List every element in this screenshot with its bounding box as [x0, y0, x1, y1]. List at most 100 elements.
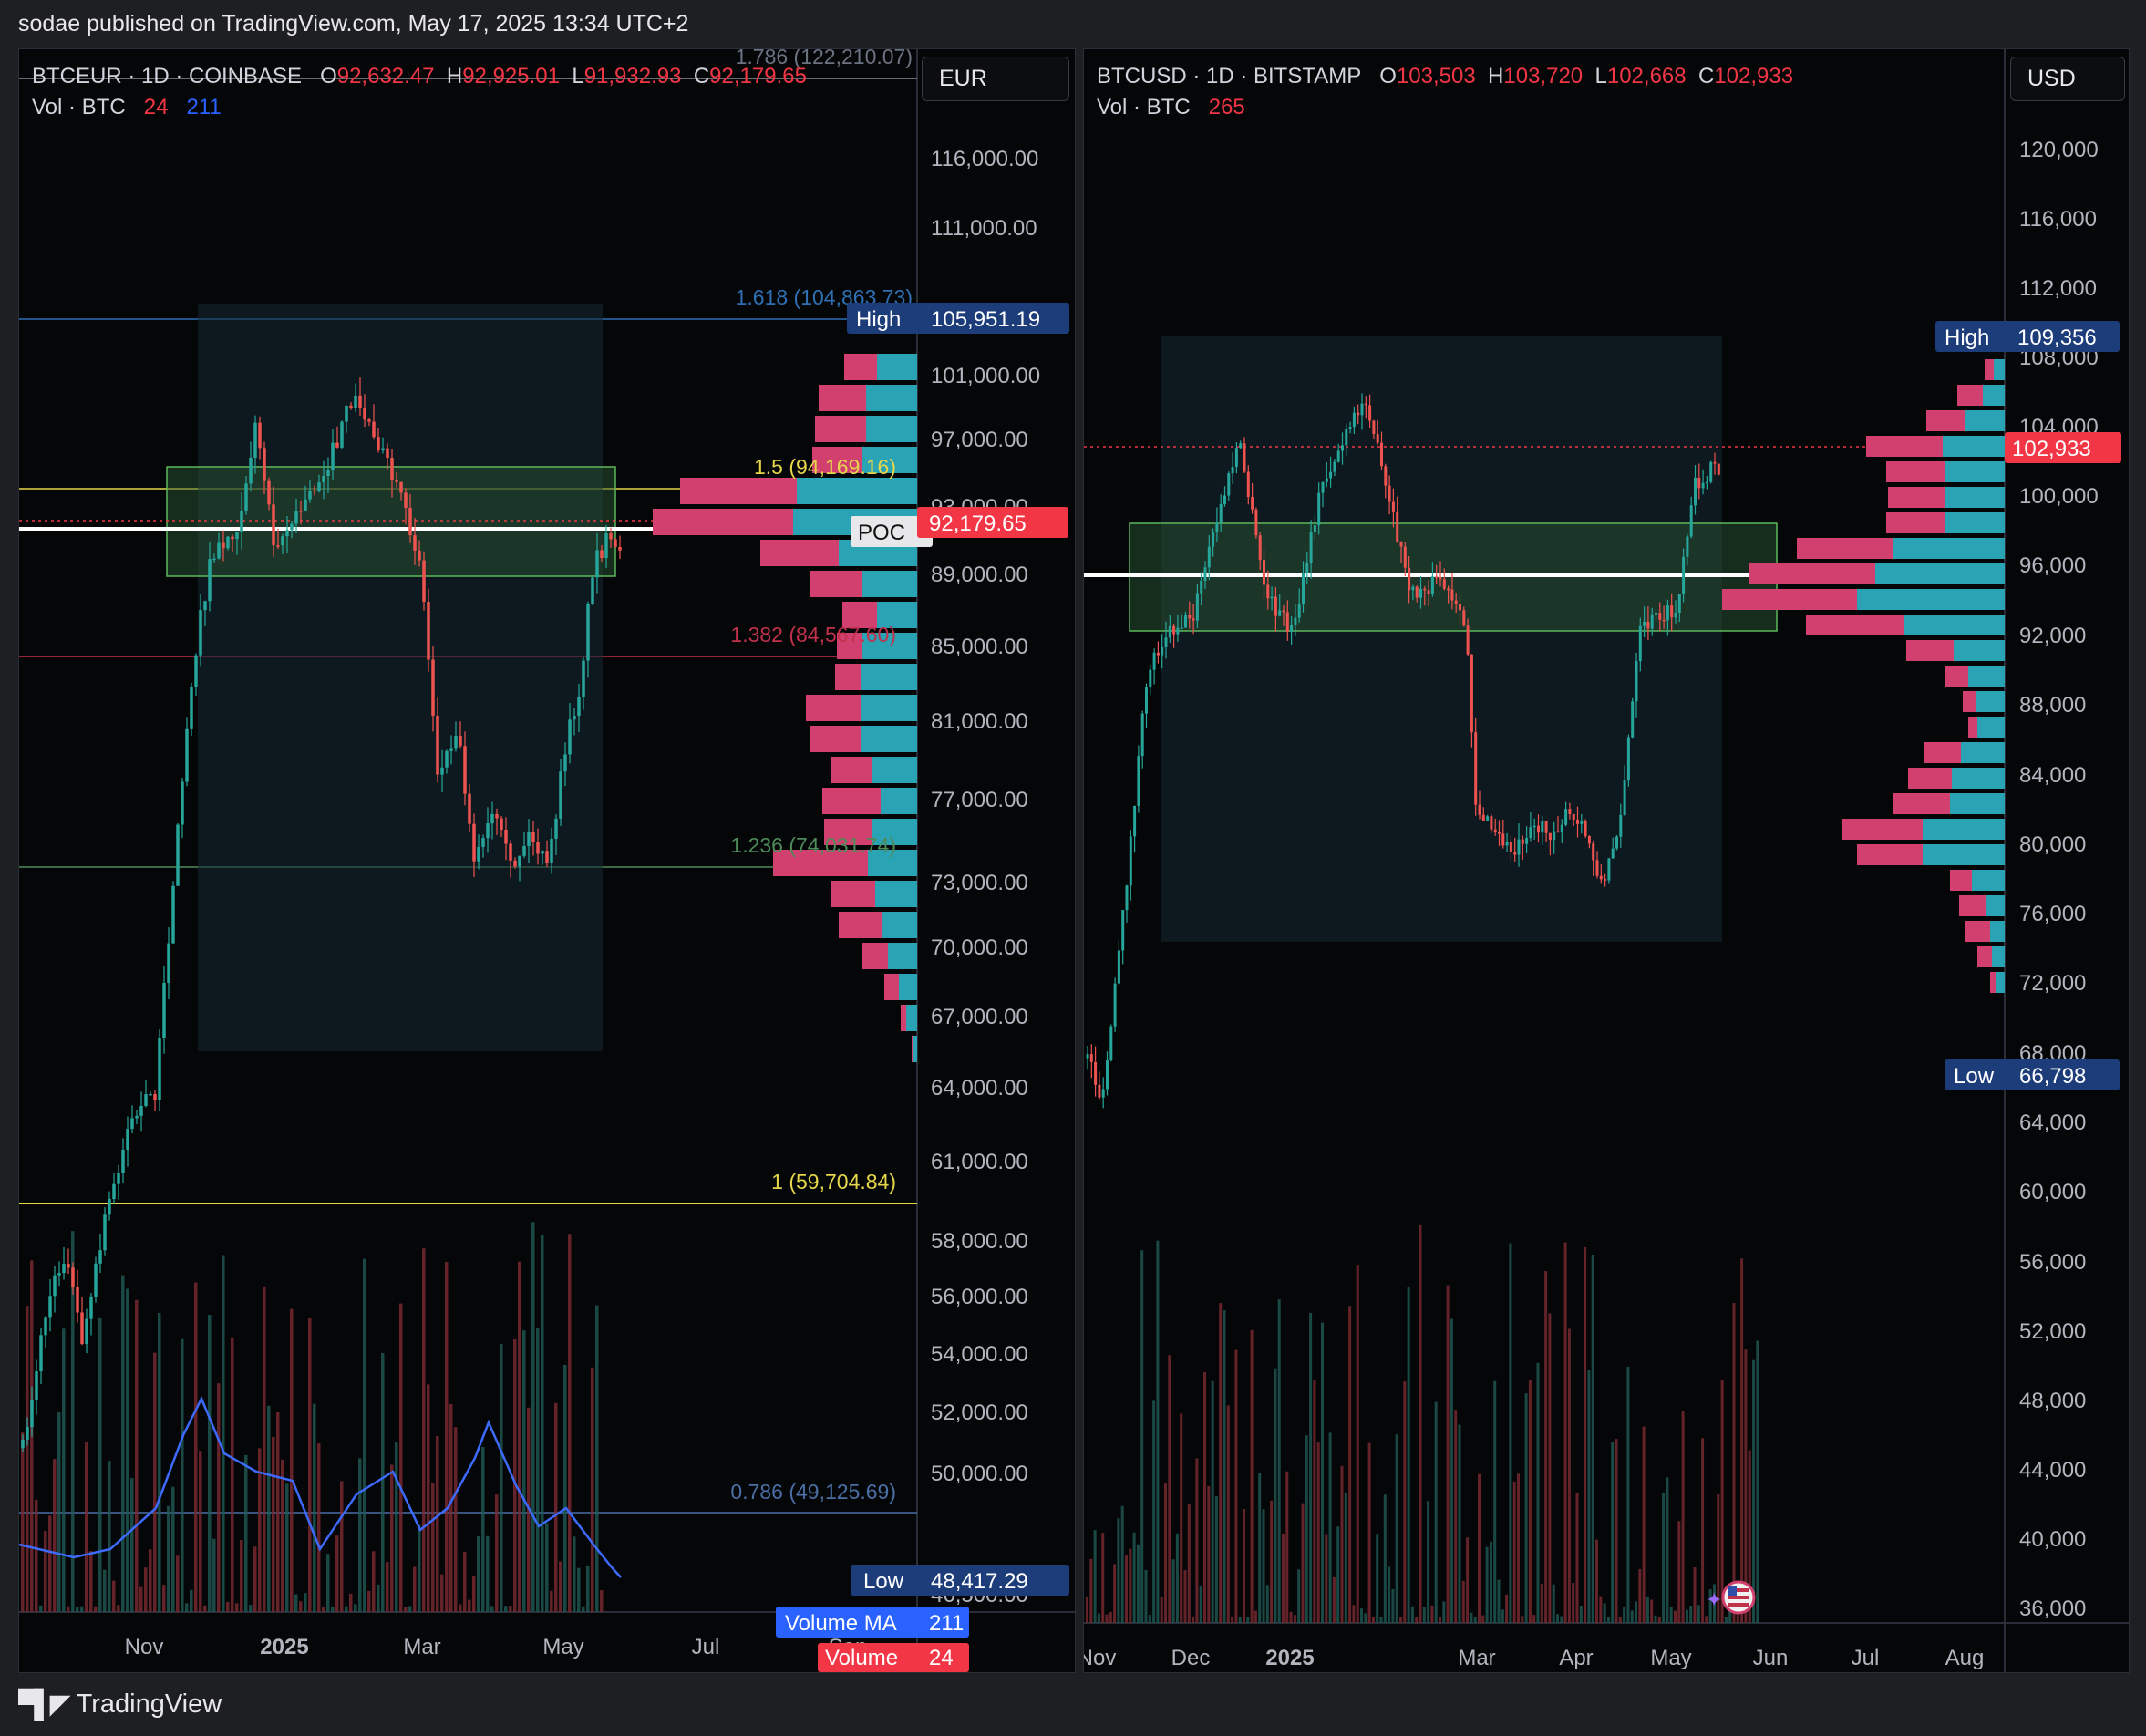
volume-bar [1415, 1617, 1419, 1623]
btceur-chart-canvas[interactable]: 1.786 (122,210.07) 1.618 (104,863.73) 1.… [19, 49, 1075, 1672]
volume-bar [203, 1605, 207, 1612]
volume-bar [80, 1606, 84, 1612]
volume-bar [39, 1605, 43, 1612]
volume-bar [413, 1566, 417, 1612]
volume-bar [1454, 1410, 1458, 1623]
symbol-legend[interactable]: BTCEUR · 1D · COINBASE O92,632.47 H92,92… [32, 64, 807, 89]
currency-button[interactable]: EUR [922, 57, 1069, 101]
volume-bar [1183, 1570, 1187, 1623]
candle-body [290, 523, 294, 531]
candle-body [1149, 669, 1152, 688]
candle-body [1697, 477, 1701, 489]
volume-bar [1630, 1610, 1634, 1623]
volume-bar [377, 1584, 380, 1612]
candle-body [39, 1335, 43, 1372]
us-flag-icon[interactable]: ✦ [1706, 1580, 1756, 1615]
candle-body [117, 1173, 120, 1184]
profile-bar-up [882, 912, 917, 938]
candle-body [1662, 619, 1666, 622]
price-axis[interactable]: 116,000.00 111,000.00 101,000.00 97,000.00 9… [931, 147, 1040, 1607]
volume-legend[interactable]: Vol · BTC 24 211 [32, 95, 222, 120]
profile-bar-up [877, 602, 917, 628]
profile-bar-up [861, 726, 917, 752]
price-tick-label: 80,000 [2019, 832, 2086, 857]
candle-body [1285, 612, 1289, 633]
profile-bar-down [912, 1036, 913, 1062]
last-price-value: 102,933 [2012, 437, 2091, 461]
symbol-name[interactable]: BTCUSD · 1D · BITSTAMP [1097, 64, 1362, 88]
volume-bar [1180, 1413, 1183, 1623]
profile-bar-up [1990, 921, 2005, 942]
volume-bar [1140, 1250, 1144, 1623]
candle-body [1164, 637, 1168, 647]
volume-bar [504, 1606, 508, 1612]
high-label-value: 105,951.19 [931, 307, 1040, 332]
candle-body [550, 838, 553, 863]
profile-bar-down [862, 943, 888, 969]
profile-bar-up [1945, 512, 2005, 533]
candle-body [1243, 443, 1246, 472]
candle-body [1234, 448, 1238, 467]
volume-bar [1316, 1442, 1320, 1623]
volume-bar [89, 1551, 93, 1612]
candle-body [1572, 813, 1575, 820]
candle-body [577, 697, 581, 717]
price-axis[interactable]: 120,000116,000112,000108,000104,000100,0… [2019, 138, 2099, 1621]
candle-body [459, 736, 462, 747]
fib-1236-label: 1.236 (74,031.74) [730, 833, 896, 857]
candle-body [249, 458, 253, 484]
volume-bar [1376, 1534, 1379, 1623]
volume-bar [1120, 1505, 1124, 1623]
time-tick-label: Mar [1458, 1646, 1495, 1670]
volume-bar [1681, 1410, 1685, 1623]
volume-bar [158, 1312, 161, 1612]
volume-bar [1544, 1271, 1548, 1623]
price-tick-label: 96,000 [2019, 553, 2086, 578]
candle-body [98, 1250, 102, 1264]
time-axis[interactable]: Nov Dec 2025 Mar Apr May Jun Jul Aug [1084, 1646, 1984, 1670]
volume-bar [121, 1275, 125, 1612]
candle-body [481, 838, 485, 847]
volume-bar [249, 1605, 253, 1612]
volume-bar [244, 1454, 248, 1612]
footer-branding[interactable]: ▀▌◤ TradingView [18, 1689, 222, 1720]
profile-bar-up [1945, 487, 2005, 508]
price-tick-label: 81,000.00 [931, 709, 1028, 734]
last-price-label: 102,933 [2005, 432, 2121, 463]
volume-bar [509, 1606, 512, 1612]
volume-bar [144, 1567, 148, 1612]
volume-bar [62, 1328, 66, 1612]
candle-body [1513, 852, 1517, 855]
volume-bar [1560, 1616, 1563, 1623]
candle-body [1251, 497, 1254, 510]
volume-bar [1434, 1401, 1438, 1623]
candle-body [253, 422, 257, 459]
volume-legend[interactable]: Vol · BTC 265 [1097, 95, 1245, 120]
btcusd-chart-pane[interactable]: 120,000 116,000 112,000 108,000 104,000 100,0… [1083, 48, 2130, 1673]
profile-bar-up [1857, 589, 2005, 610]
volume-profile [653, 354, 917, 1062]
volume-bar [1129, 1548, 1132, 1623]
ohlc-c-label: C [693, 64, 710, 88]
candle-body [208, 559, 212, 602]
volume-bar [1626, 1366, 1630, 1623]
btcusd-chart-canvas[interactable]: 120,000116,000112,000108,000104,000100,0… [1084, 49, 2129, 1672]
candle-body [267, 480, 271, 505]
time-axis[interactable]: Nov2025MarMayJulSep [125, 1635, 868, 1659]
volume-bar [363, 1258, 366, 1612]
volume-bar [149, 1549, 152, 1612]
candle-body [1556, 831, 1560, 833]
volume-bar [1132, 1532, 1136, 1623]
candle-body [1595, 860, 1599, 876]
symbol-legend[interactable]: BTCUSD · 1D · BITSTAMP O103,503 H103,720… [1097, 64, 1793, 89]
candle-body [76, 1286, 79, 1313]
profile-bar-down [773, 850, 868, 876]
volume-bar [367, 1590, 371, 1612]
currency-button[interactable]: USD [2010, 57, 2125, 101]
vol-value: 265 [1208, 95, 1245, 119]
volume-bar [76, 1606, 79, 1612]
candle-body [440, 767, 444, 775]
volume-bar [1403, 1381, 1407, 1623]
btceur-chart-pane[interactable]: 1.786 (122,210.07) 1.618 (104,863.73) 1.… [18, 48, 1076, 1673]
symbol-name[interactable]: BTCEUR · 1D · COINBASE [32, 64, 303, 88]
